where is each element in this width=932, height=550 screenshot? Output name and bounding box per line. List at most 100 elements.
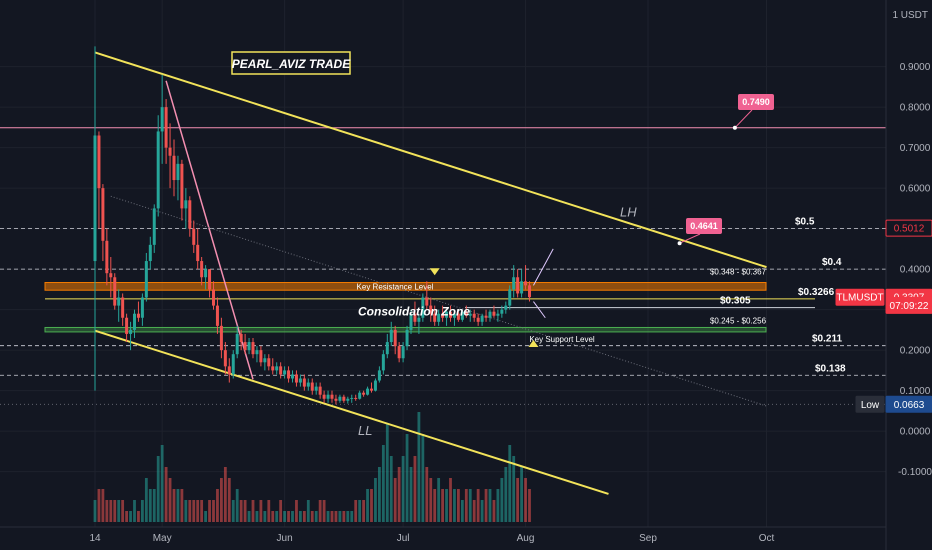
candle[interactable] [231,350,235,379]
candle[interactable] [208,269,212,298]
candle[interactable] [381,350,385,375]
candle[interactable] [334,394,338,405]
candle[interactable] [294,370,298,387]
candle[interactable] [460,309,464,322]
candle[interactable] [445,309,449,326]
candle[interactable] [275,362,279,375]
candle[interactable] [144,252,148,302]
candle[interactable] [204,265,208,290]
candle[interactable] [433,305,437,326]
candle[interactable] [366,386,370,396]
candle[interactable] [488,309,492,322]
candle[interactable] [476,313,480,326]
candle[interactable] [425,281,429,310]
candle[interactable] [326,390,330,403]
candle[interactable] [362,390,366,397]
candle[interactable] [271,358,275,375]
candle[interactable] [117,289,121,322]
candle[interactable] [113,273,117,310]
candle[interactable] [235,325,239,359]
candle[interactable] [176,155,180,201]
candle[interactable] [417,313,421,334]
candle[interactable] [397,342,401,363]
candle[interactable] [393,325,397,355]
candle[interactable] [168,123,172,189]
candle[interactable] [452,309,456,326]
candle[interactable] [330,390,334,403]
candle[interactable] [484,309,488,322]
candle[interactable] [243,333,247,355]
candle[interactable] [298,374,302,387]
candle[interactable] [496,309,500,322]
candle[interactable] [200,257,204,286]
time-axis[interactable]: 14 May Jun Jul Aug Sep Oct [0,526,886,544]
candle[interactable] [468,309,472,322]
candle[interactable] [105,228,109,286]
candle[interactable] [188,196,192,237]
candle[interactable] [192,220,196,253]
candle[interactable] [413,301,417,326]
candle[interactable] [133,309,136,338]
candle[interactable] [377,366,381,383]
candles[interactable] [93,46,532,405]
candle[interactable] [373,378,377,392]
candle[interactable] [227,358,231,383]
candle[interactable] [480,313,484,326]
candle[interactable] [314,382,318,395]
candle[interactable] [129,321,133,351]
candle[interactable] [152,204,156,253]
candle[interactable] [318,382,322,399]
candle[interactable] [109,257,113,298]
candle[interactable] [196,228,200,270]
candle[interactable] [263,354,267,371]
candle[interactable] [283,366,287,379]
candle[interactable] [504,301,508,314]
candle[interactable] [528,281,531,302]
candle[interactable] [358,390,362,400]
candle[interactable] [370,382,373,393]
candle[interactable] [441,305,445,322]
candle[interactable] [449,305,452,322]
candle[interactable] [93,46,97,391]
candle[interactable] [401,342,405,363]
candle[interactable] [389,321,393,347]
candle[interactable] [354,394,358,401]
candle[interactable] [239,329,243,351]
candle[interactable] [512,265,516,298]
candle[interactable] [437,309,441,326]
candle[interactable] [500,305,504,318]
candle[interactable] [492,305,496,318]
candle[interactable] [160,74,164,164]
candle[interactable] [219,317,223,359]
candle[interactable] [409,309,413,334]
candle[interactable] [259,346,263,367]
candle[interactable] [184,188,188,229]
candle[interactable] [125,313,129,343]
candle[interactable] [346,396,350,404]
candle[interactable] [164,99,168,164]
candle[interactable] [306,378,310,391]
candle[interactable] [251,338,255,359]
candle[interactable] [405,325,409,351]
candle[interactable] [350,394,354,403]
candle[interactable] [267,354,271,371]
candle[interactable] [310,378,314,395]
candle[interactable] [456,309,460,322]
candle[interactable] [121,293,125,326]
candle[interactable] [302,374,306,391]
candle[interactable] [516,269,520,298]
candle[interactable] [338,394,342,403]
candle[interactable] [464,305,468,318]
candle[interactable] [101,184,105,262]
candle[interactable] [136,301,140,322]
candle[interactable] [156,115,160,217]
candle[interactable] [421,293,425,322]
candle[interactable] [429,297,433,322]
candle[interactable] [322,390,326,403]
candle[interactable] [472,309,476,322]
candle[interactable] [291,370,294,383]
candle[interactable] [180,159,184,221]
candle[interactable] [215,297,219,334]
candle[interactable] [172,139,176,197]
